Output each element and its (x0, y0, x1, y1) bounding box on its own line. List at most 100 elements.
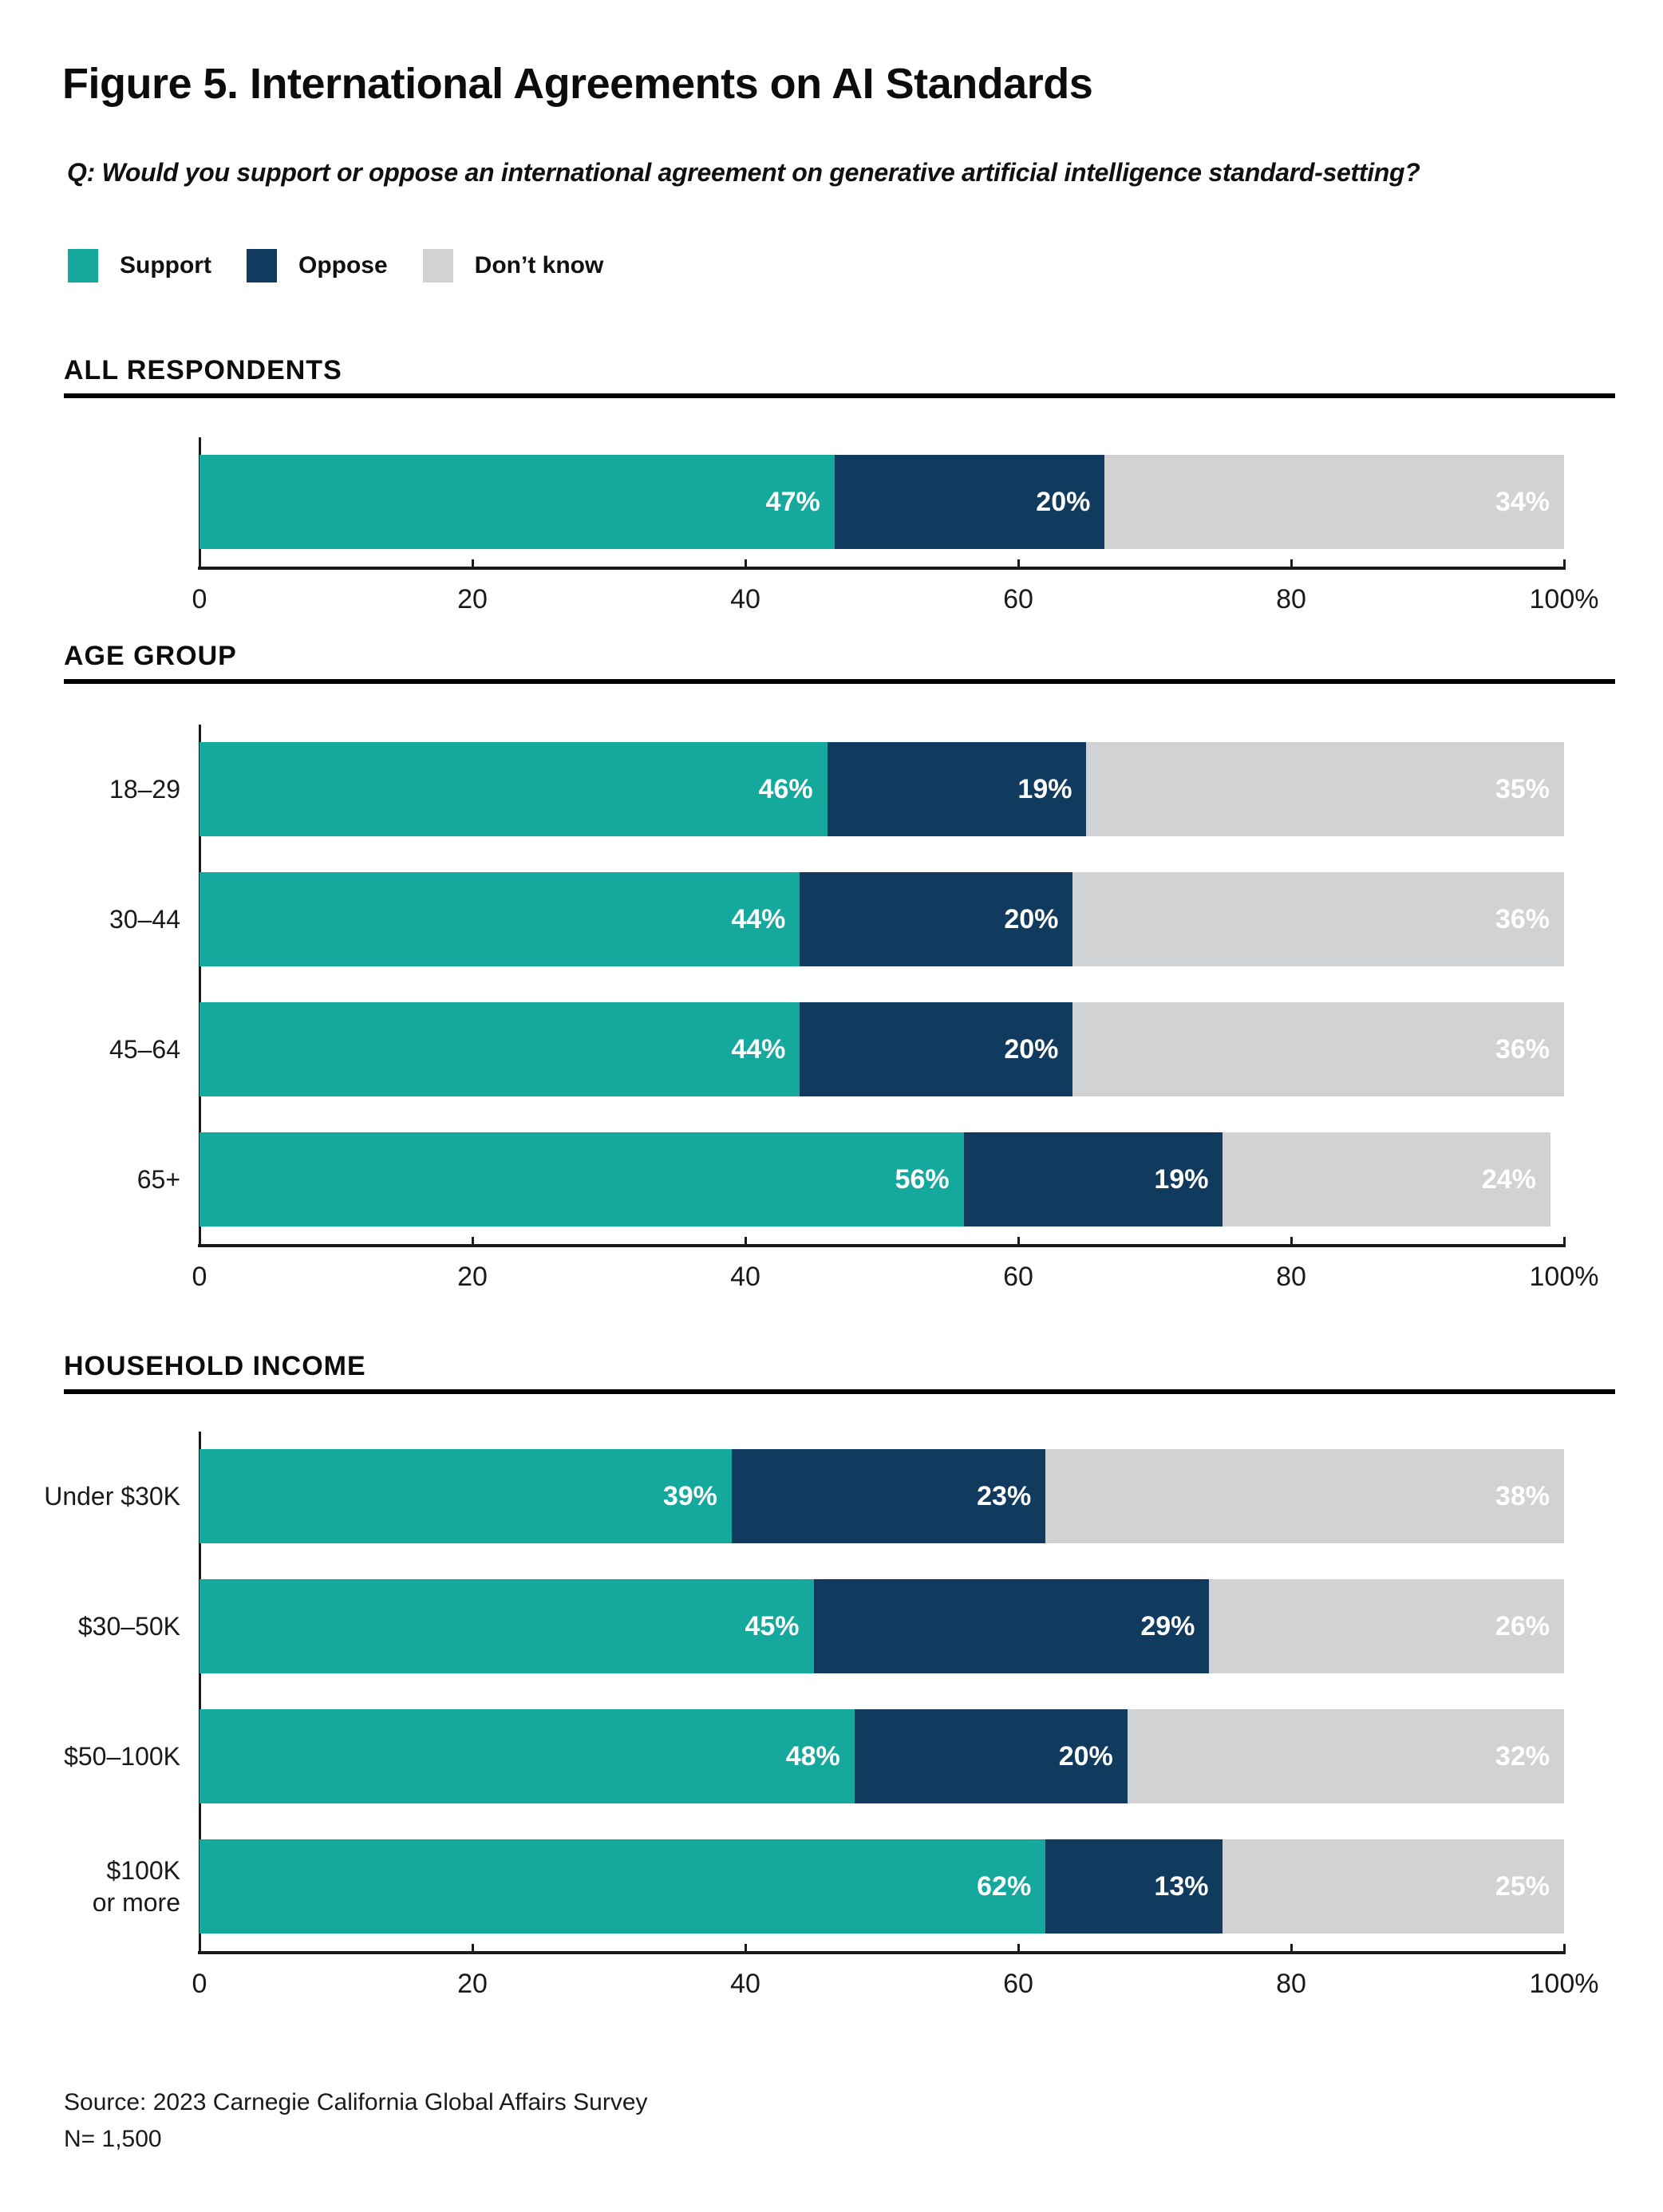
legend-swatch-don-t-know (422, 249, 453, 282)
bar-segment-don-t-know: 36% (1072, 1002, 1564, 1096)
bar-segment-don-t-know: 36% (1072, 872, 1564, 966)
source-text: Source: 2023 Carnegie California Global … (64, 2089, 648, 2115)
x-axis-tick-label: 20 (457, 1969, 488, 1999)
section-rule (64, 1388, 1615, 1394)
bar-track: 45% 29% 26% (199, 1579, 1564, 1673)
x-axis: 0 20 40 60 80 100% (192, 1944, 1598, 2018)
legend: Support Oppose Don’t know (68, 249, 638, 282)
bar-row-under-30k: Under $30K 39% 23% 38% (32, 1449, 1631, 1543)
bar-value-label: 46% (758, 773, 813, 804)
x-axis-tick (472, 1237, 474, 1247)
bar-value-label: 32% (1495, 1740, 1550, 1772)
bar-row-30-44: 30–44 44% 20% 36% (32, 872, 1631, 966)
bar-track: 39% 23% 38% (199, 1449, 1564, 1543)
bar-segment-oppose: 19% (827, 742, 1087, 836)
bar-track: 47% 20% 34% (199, 455, 1564, 549)
x-axis-tick-label: 100% (1529, 584, 1599, 614)
x-axis-tick-label: 80 (1276, 584, 1306, 614)
x-axis-tick-label: 80 (1276, 1262, 1306, 1292)
legend-label: Don’t know (474, 252, 604, 278)
bar-segment-oppose: 13% (1045, 1839, 1223, 1934)
bar-track: 62% 13% 25% (199, 1839, 1564, 1934)
x-axis-line (198, 1244, 1566, 1247)
x-axis-tick-label: 40 (730, 584, 760, 614)
legend-label: Support (120, 252, 211, 278)
bar-value-label: 47% (765, 486, 820, 517)
category-label: 18–29 (109, 775, 180, 804)
y-axis-line (199, 1432, 201, 1951)
bar-value-label: 36% (1495, 903, 1550, 934)
bar-value-label: 45% (745, 1610, 800, 1641)
x-axis-tick-label: 60 (1003, 1262, 1033, 1292)
bar-value-label: 48% (785, 1740, 840, 1772)
plot-area: 18–29 46% 19% 35% 30–44 44% 20% 36% 45–64 44% 20% 3… (32, 725, 1631, 1244)
bar-value-label: 35% (1495, 773, 1550, 804)
bar-segment-support: 44% (199, 1002, 800, 1096)
bar-segment-oppose: 20% (854, 1709, 1128, 1803)
bar-value-label: 20% (1036, 486, 1091, 517)
bar-segment-don-t-know: 35% (1086, 742, 1564, 836)
bar-value-label: 25% (1495, 1870, 1550, 1902)
x-axis-tick-label: 40 (730, 1262, 760, 1292)
bar-track: 48% 20% 32% (199, 1709, 1564, 1803)
section-header-all-respondents: ALL RESPONDENTS (64, 355, 342, 385)
bar-segment-don-t-know: 26% (1209, 1579, 1564, 1673)
bar-value-label: 20% (1004, 1033, 1059, 1065)
bar-segment-support: 39% (199, 1449, 732, 1543)
bar-track: 44% 20% 36% (199, 1002, 1564, 1096)
category-label: $100K or more (92, 1856, 180, 1917)
x-axis-tick-label: 80 (1276, 1969, 1306, 1999)
bar-segment-don-t-know: 24% (1223, 1132, 1550, 1226)
x-axis: 0 20 40 60 80 100% (192, 1237, 1598, 1311)
bar-value-label: 20% (1004, 903, 1059, 934)
bar-track: 56% 19% 24% (199, 1132, 1564, 1226)
bar-value-label: 19% (1154, 1163, 1209, 1195)
bar-segment-don-t-know: 34% (1104, 455, 1564, 549)
x-axis-tick-label: 40 (730, 1969, 760, 1999)
bar-value-label: 29% (1140, 1610, 1195, 1641)
x-axis-tick (1563, 1944, 1566, 1954)
y-axis-line (199, 725, 201, 1244)
bar-segment-don-t-know: 25% (1223, 1839, 1564, 1934)
x-axis-tick (1290, 1944, 1293, 1954)
bar-segment-support: 62% (199, 1839, 1046, 1934)
category-label: 65+ (136, 1165, 180, 1194)
bar-segment-support: 44% (199, 872, 800, 966)
section-all-respondents: ALL RESPONDENTS 47% 20% 34% 0 20 40 60 80 100% (0, 354, 1663, 614)
section-household-income: HOUSEHOLD INCOME Under $30K 39% 23% 38% $30–5… (0, 1350, 1663, 1999)
x-axis-tick (1563, 559, 1566, 570)
legend-label: Oppose (298, 252, 388, 278)
bar-segment-oppose: 20% (800, 1002, 1073, 1096)
x-axis-tick (1017, 1944, 1020, 1954)
bar-track: 46% 19% 35% (199, 742, 1564, 836)
bar-row-65: 65+ 56% 19% 24% (32, 1132, 1631, 1226)
category-label: Under $30K (44, 1482, 180, 1511)
stacked-bar-chart-age-group: 18–29 46% 19% 35% 30–44 44% 20% 36% 45–64 44% 20% 3… (32, 725, 1631, 1311)
section-header-household-income: HOUSEHOLD INCOME (64, 1351, 366, 1381)
bar-value-label: 38% (1495, 1480, 1550, 1511)
x-axis-tick-label: 60 (1003, 584, 1033, 614)
category-label: $50–100K (64, 1742, 180, 1771)
bar-value-label: 13% (1154, 1870, 1209, 1902)
bar-segment-oppose: 20% (800, 872, 1073, 966)
bar-value-label: 56% (895, 1163, 950, 1195)
category-label: 45–64 (109, 1035, 180, 1064)
x-axis-tick (472, 559, 474, 570)
bar-segment-oppose: 20% (834, 455, 1105, 549)
category-label: 30–44 (109, 905, 180, 934)
bar-row-100k-or-more: $100K or more 62% 13% 25% (32, 1839, 1631, 1934)
figure-title: Figure 5. International Agreements on AI… (62, 60, 1093, 108)
x-axis-tick (1563, 1237, 1566, 1247)
x-axis-tick (745, 559, 747, 570)
x-axis-tick-label: 20 (457, 1262, 488, 1292)
bar-value-label: 23% (977, 1480, 1032, 1511)
section-age-group: AGE GROUP 18–29 46% 19% 35% 30–44 44% 20% 36% 45–… (0, 640, 1663, 1292)
bar-segment-don-t-know: 38% (1045, 1449, 1564, 1543)
section-header-age-group: AGE GROUP (64, 641, 237, 671)
survey-question: Q: Would you support or oppose an intern… (67, 158, 1420, 187)
bar-segment-oppose: 19% (963, 1132, 1223, 1226)
bar-row-30-50k: $30–50K 45% 29% 26% (32, 1579, 1631, 1673)
x-axis-tick-label: 0 (192, 1262, 207, 1292)
plot-area: Under $30K 39% 23% 38% $30–50K 45% 29% 26% $50–1… (32, 1432, 1631, 1951)
stacked-bar-chart-all-respondents: 47% 20% 34% 0 20 40 60 80 100% (32, 437, 1631, 634)
